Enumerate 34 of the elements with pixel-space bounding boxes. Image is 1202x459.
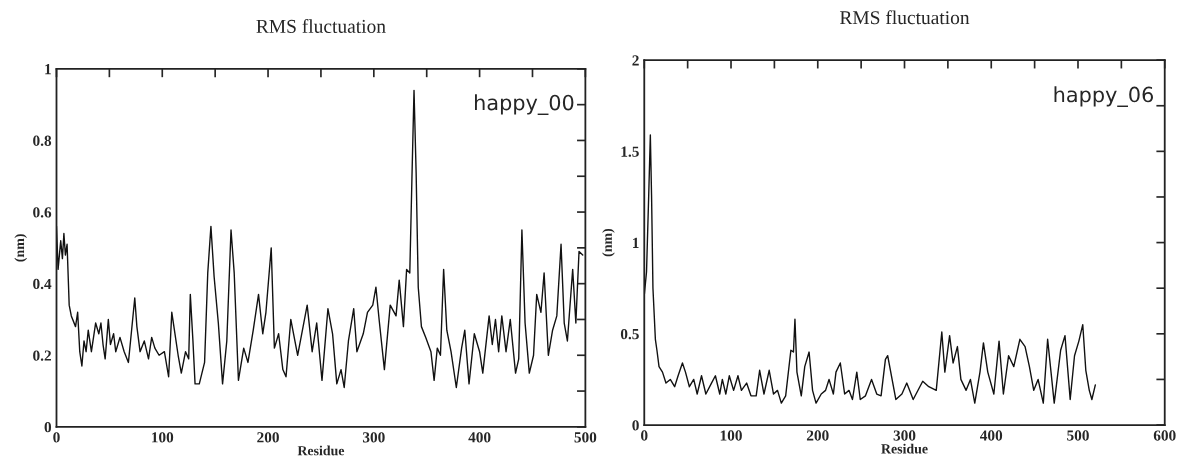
line-series [644,134,1097,404]
y-tick-label: 0.4 [33,278,52,290]
x-tick-label: 100 [720,430,742,441]
chart-title: RMS fluctuation [839,10,970,25]
y-tick-label: 0.6 [33,207,52,218]
y-tick-label: 1 [45,64,51,75]
x-axis-title: Residue [881,443,928,454]
x-tick-label: 400 [468,432,491,443]
y-tick-label: 1 [633,237,639,248]
x-tick-label: 200 [806,430,829,441]
x-tick-label: 300 [893,430,916,441]
y-tick-label: 0.2 [33,350,51,361]
y-tick-label: 1.5 [621,146,639,157]
x-tick-label: 200 [257,432,279,443]
x-tick-label: 500 [1067,430,1089,441]
x-tick-label: 0 [641,430,648,441]
y-axis-title: (nm) [602,228,615,257]
x-tick-label: 0 [53,432,60,443]
x-tick-label: 400 [980,430,1003,441]
y-tick-label: 0.8 [33,135,52,146]
line-series [56,89,584,389]
annotation: happy_00 [475,94,574,116]
x-tick-label: 500 [574,432,597,443]
chart-title: RMS fluctuation [256,19,386,33]
x-axis-title: Residue [297,445,345,456]
x-tick-label: 300 [362,432,385,443]
y-tick-label: 0 [44,422,52,433]
y-tick-label: 2 [632,55,639,66]
x-tick-label: 600 [1153,430,1176,441]
y-tick-label: 0 [632,420,639,431]
x-tick-label: 100 [152,432,174,443]
y-tick-label: 0.5 [620,328,639,340]
y-axis-title: (nm) [14,234,27,262]
annotation: happy_06 [1054,86,1154,107]
